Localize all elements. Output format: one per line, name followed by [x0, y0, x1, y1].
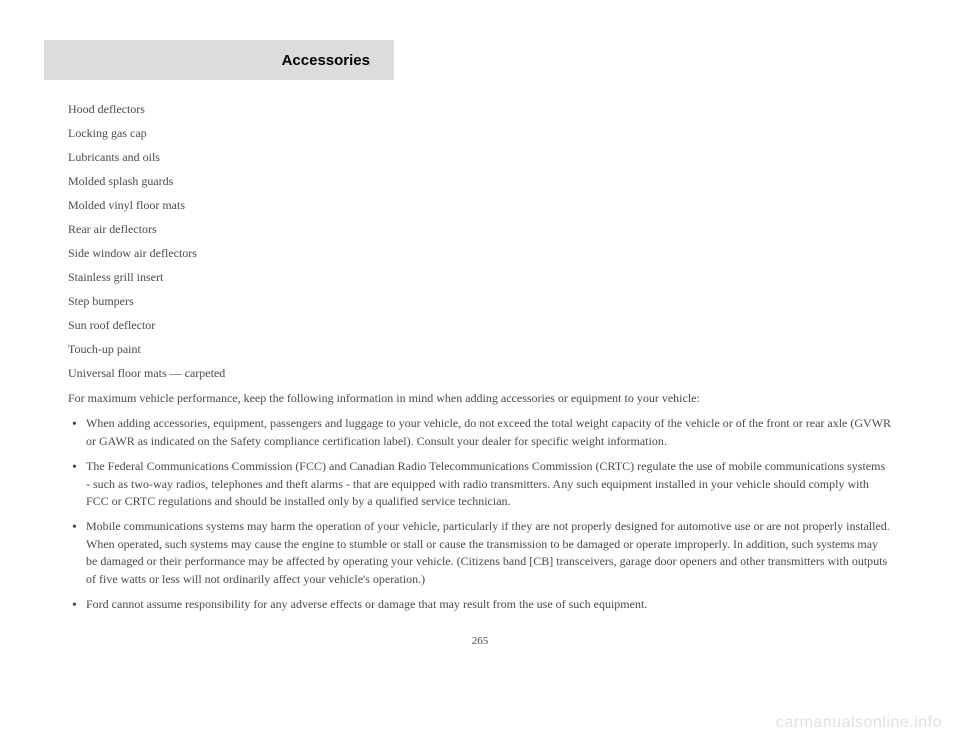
list-item: Universal floor mats — carpeted	[68, 364, 892, 382]
list-item: Rear air deflectors	[68, 220, 892, 238]
bullet-item: Mobile communications systems may harm t…	[68, 518, 892, 588]
bullet-item: The Federal Communications Commission (F…	[68, 458, 892, 510]
bullet-list: When adding accessories, equipment, pass…	[68, 415, 892, 613]
list-item: Stainless grill insert	[68, 268, 892, 286]
bullet-item: When adding accessories, equipment, pass…	[68, 415, 892, 450]
list-item: Molded splash guards	[68, 172, 892, 190]
list-item: Lubricants and oils	[68, 148, 892, 166]
header-title: Accessories	[282, 52, 370, 69]
list-item: Molded vinyl floor mats	[68, 196, 892, 214]
page-number: 265	[68, 635, 892, 647]
list-item: Step bumpers	[68, 292, 892, 310]
list-item: Side window air deflectors	[68, 244, 892, 262]
bullet-item: Ford cannot assume responsibility for an…	[68, 596, 892, 613]
page-container: Accessories Hood deflectors Locking gas …	[0, 0, 960, 677]
accessories-list: Hood deflectors Locking gas cap Lubrican…	[68, 100, 892, 382]
list-item: Touch-up paint	[68, 340, 892, 358]
list-item: Hood deflectors	[68, 100, 892, 118]
list-item: Locking gas cap	[68, 124, 892, 142]
watermark: carmanualsonline.info	[776, 714, 942, 732]
intro-paragraph: For maximum vehicle performance, keep th…	[68, 390, 892, 407]
list-item: Sun roof deflector	[68, 316, 892, 334]
header-bar: Accessories	[44, 40, 394, 80]
